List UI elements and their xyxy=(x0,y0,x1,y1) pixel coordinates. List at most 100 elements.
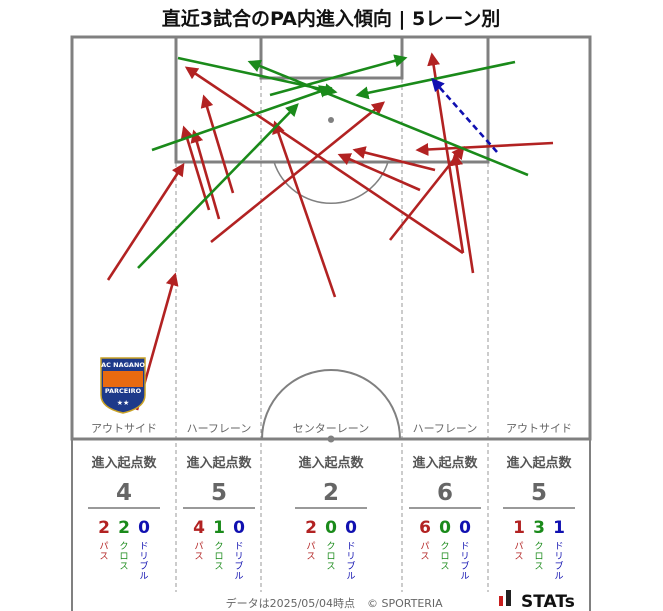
dribble-label-char: ド xyxy=(460,542,469,552)
dribble-label-char: リ xyxy=(554,552,563,562)
lane-label: ハーフレーン xyxy=(187,422,252,435)
dribble-label-char: リ xyxy=(139,552,148,562)
pass-count: 2 xyxy=(98,518,110,538)
badge-stars: ★★ xyxy=(117,399,130,407)
pass-arrow xyxy=(450,152,475,274)
lane-label: センターレーン xyxy=(293,422,369,435)
dribble-label-char: ド xyxy=(234,542,243,552)
cross-label-char: ク xyxy=(214,541,223,552)
logo-text: STATs xyxy=(521,592,575,611)
badge-band xyxy=(103,371,143,387)
dribble-label-char: ル xyxy=(139,572,148,582)
badge-top-text: AC NAGANO xyxy=(101,361,145,369)
pass-arrow xyxy=(190,129,221,220)
cross-count: 1 xyxy=(213,518,225,538)
center-circle xyxy=(261,369,401,440)
lane-total: 4 xyxy=(116,480,132,506)
chart-title: 直近3試合のPA内進入傾向 | 5レーン別 xyxy=(162,7,501,30)
arrow-layer xyxy=(106,52,554,411)
footer-copyright: © SPORTERIA xyxy=(367,597,443,610)
penalty-spot xyxy=(328,117,334,123)
goal-area xyxy=(259,37,404,80)
dribble-count: 0 xyxy=(138,518,150,538)
pitch-border xyxy=(70,35,592,441)
cross-label-char: ク xyxy=(326,541,335,552)
cross-count: 0 xyxy=(439,518,451,538)
lane-stats: 進入起点数42パス2クロス0ドリブル進入起点数54パス1クロス0ドリブル進入起点… xyxy=(88,455,575,582)
cross-arrow xyxy=(269,54,408,97)
pass-arrow xyxy=(210,101,386,244)
pass-arrow xyxy=(415,141,554,156)
pass-arrow xyxy=(272,120,337,298)
dribble-count: 0 xyxy=(345,518,357,538)
pass-arrow xyxy=(352,146,436,172)
cross-label-char: ス xyxy=(440,562,449,572)
dribble-label-char: ブ xyxy=(139,560,148,572)
lane-label: アウトサイド xyxy=(91,422,157,435)
dribble-label-char: ブ xyxy=(554,560,563,572)
pass-arrow xyxy=(106,162,185,281)
pass-label-char: ス xyxy=(306,552,315,562)
pass-arrow xyxy=(337,153,421,192)
dribble-label-char: リ xyxy=(460,552,469,562)
dribble-label-char: ブ xyxy=(346,560,355,572)
cross-label-char: ロ xyxy=(214,552,223,562)
lane-stat-heading: 進入起点数 xyxy=(506,455,572,471)
lane-stat-heading: 進入起点数 xyxy=(91,455,157,471)
pass-label-char: パ xyxy=(99,541,108,552)
dribble-label-char: リ xyxy=(234,552,243,562)
penalty-arc xyxy=(273,161,389,205)
pass-label-char: パ xyxy=(306,541,315,552)
cross-label-char: ス xyxy=(534,562,543,572)
footer-date: データは2025/05/04時点 xyxy=(226,596,355,610)
cross-label-char: ロ xyxy=(534,552,543,562)
dribble-arrow xyxy=(431,78,498,153)
lane-labels: アウトサイド ハーフレーン センターレーン ハーフレーン アウトサイド xyxy=(91,422,572,435)
cross-label-char: ス xyxy=(326,562,335,572)
lane-total: 5 xyxy=(531,480,547,506)
cross-count: 3 xyxy=(533,518,545,538)
cross-arrow xyxy=(151,85,333,152)
lane-total: 6 xyxy=(437,480,453,506)
pass-count: 6 xyxy=(419,518,431,538)
pass-label-char: ス xyxy=(420,552,429,562)
lane-label: アウトサイド xyxy=(506,422,572,435)
pass-count: 1 xyxy=(513,518,525,538)
logo-bar-red xyxy=(499,596,503,606)
dribble-label-char: リ xyxy=(346,552,355,562)
pass-count: 4 xyxy=(193,518,205,538)
cross-label-char: ク xyxy=(440,541,449,552)
pass-arrow xyxy=(184,66,464,255)
stats-logo: STATs xyxy=(499,590,575,611)
dribble-count: 0 xyxy=(233,518,245,538)
cross-label-char: ロ xyxy=(326,552,335,562)
cross-arrow xyxy=(177,56,338,97)
pass-arrow xyxy=(180,125,211,211)
cross-count: 2 xyxy=(118,518,130,538)
dribble-label-char: ル xyxy=(234,572,243,582)
pass-count: 2 xyxy=(305,518,317,538)
cross-arrow xyxy=(247,59,529,177)
pass-label-char: ス xyxy=(99,552,108,562)
logo-bar-dark xyxy=(506,590,511,606)
dribble-label-char: ブ xyxy=(460,560,469,572)
dribble-label-char: ド xyxy=(346,542,355,552)
pass-arrow xyxy=(388,145,465,241)
dribble-label-char: ル xyxy=(554,572,563,582)
pass-label-char: パ xyxy=(194,541,203,552)
club-badge: AC NAGANO PARCEIRO ★★ xyxy=(100,357,146,414)
cross-label-char: ス xyxy=(119,562,128,572)
lane-total: 5 xyxy=(211,480,227,506)
dribble-label-char: ル xyxy=(460,572,469,582)
lane-stat-heading: 進入起点数 xyxy=(298,455,364,471)
pass-label-char: パ xyxy=(420,541,429,552)
cross-arrow xyxy=(137,103,299,269)
cross-count: 0 xyxy=(325,518,337,538)
cross-label-char: ロ xyxy=(440,552,449,562)
dribble-label-char: ブ xyxy=(234,560,243,572)
pass-label-char: ス xyxy=(514,552,523,562)
badge-bottom-text: PARCEIRO xyxy=(105,387,142,395)
center-spot xyxy=(327,435,335,443)
lane-label: ハーフレーン xyxy=(413,422,478,435)
